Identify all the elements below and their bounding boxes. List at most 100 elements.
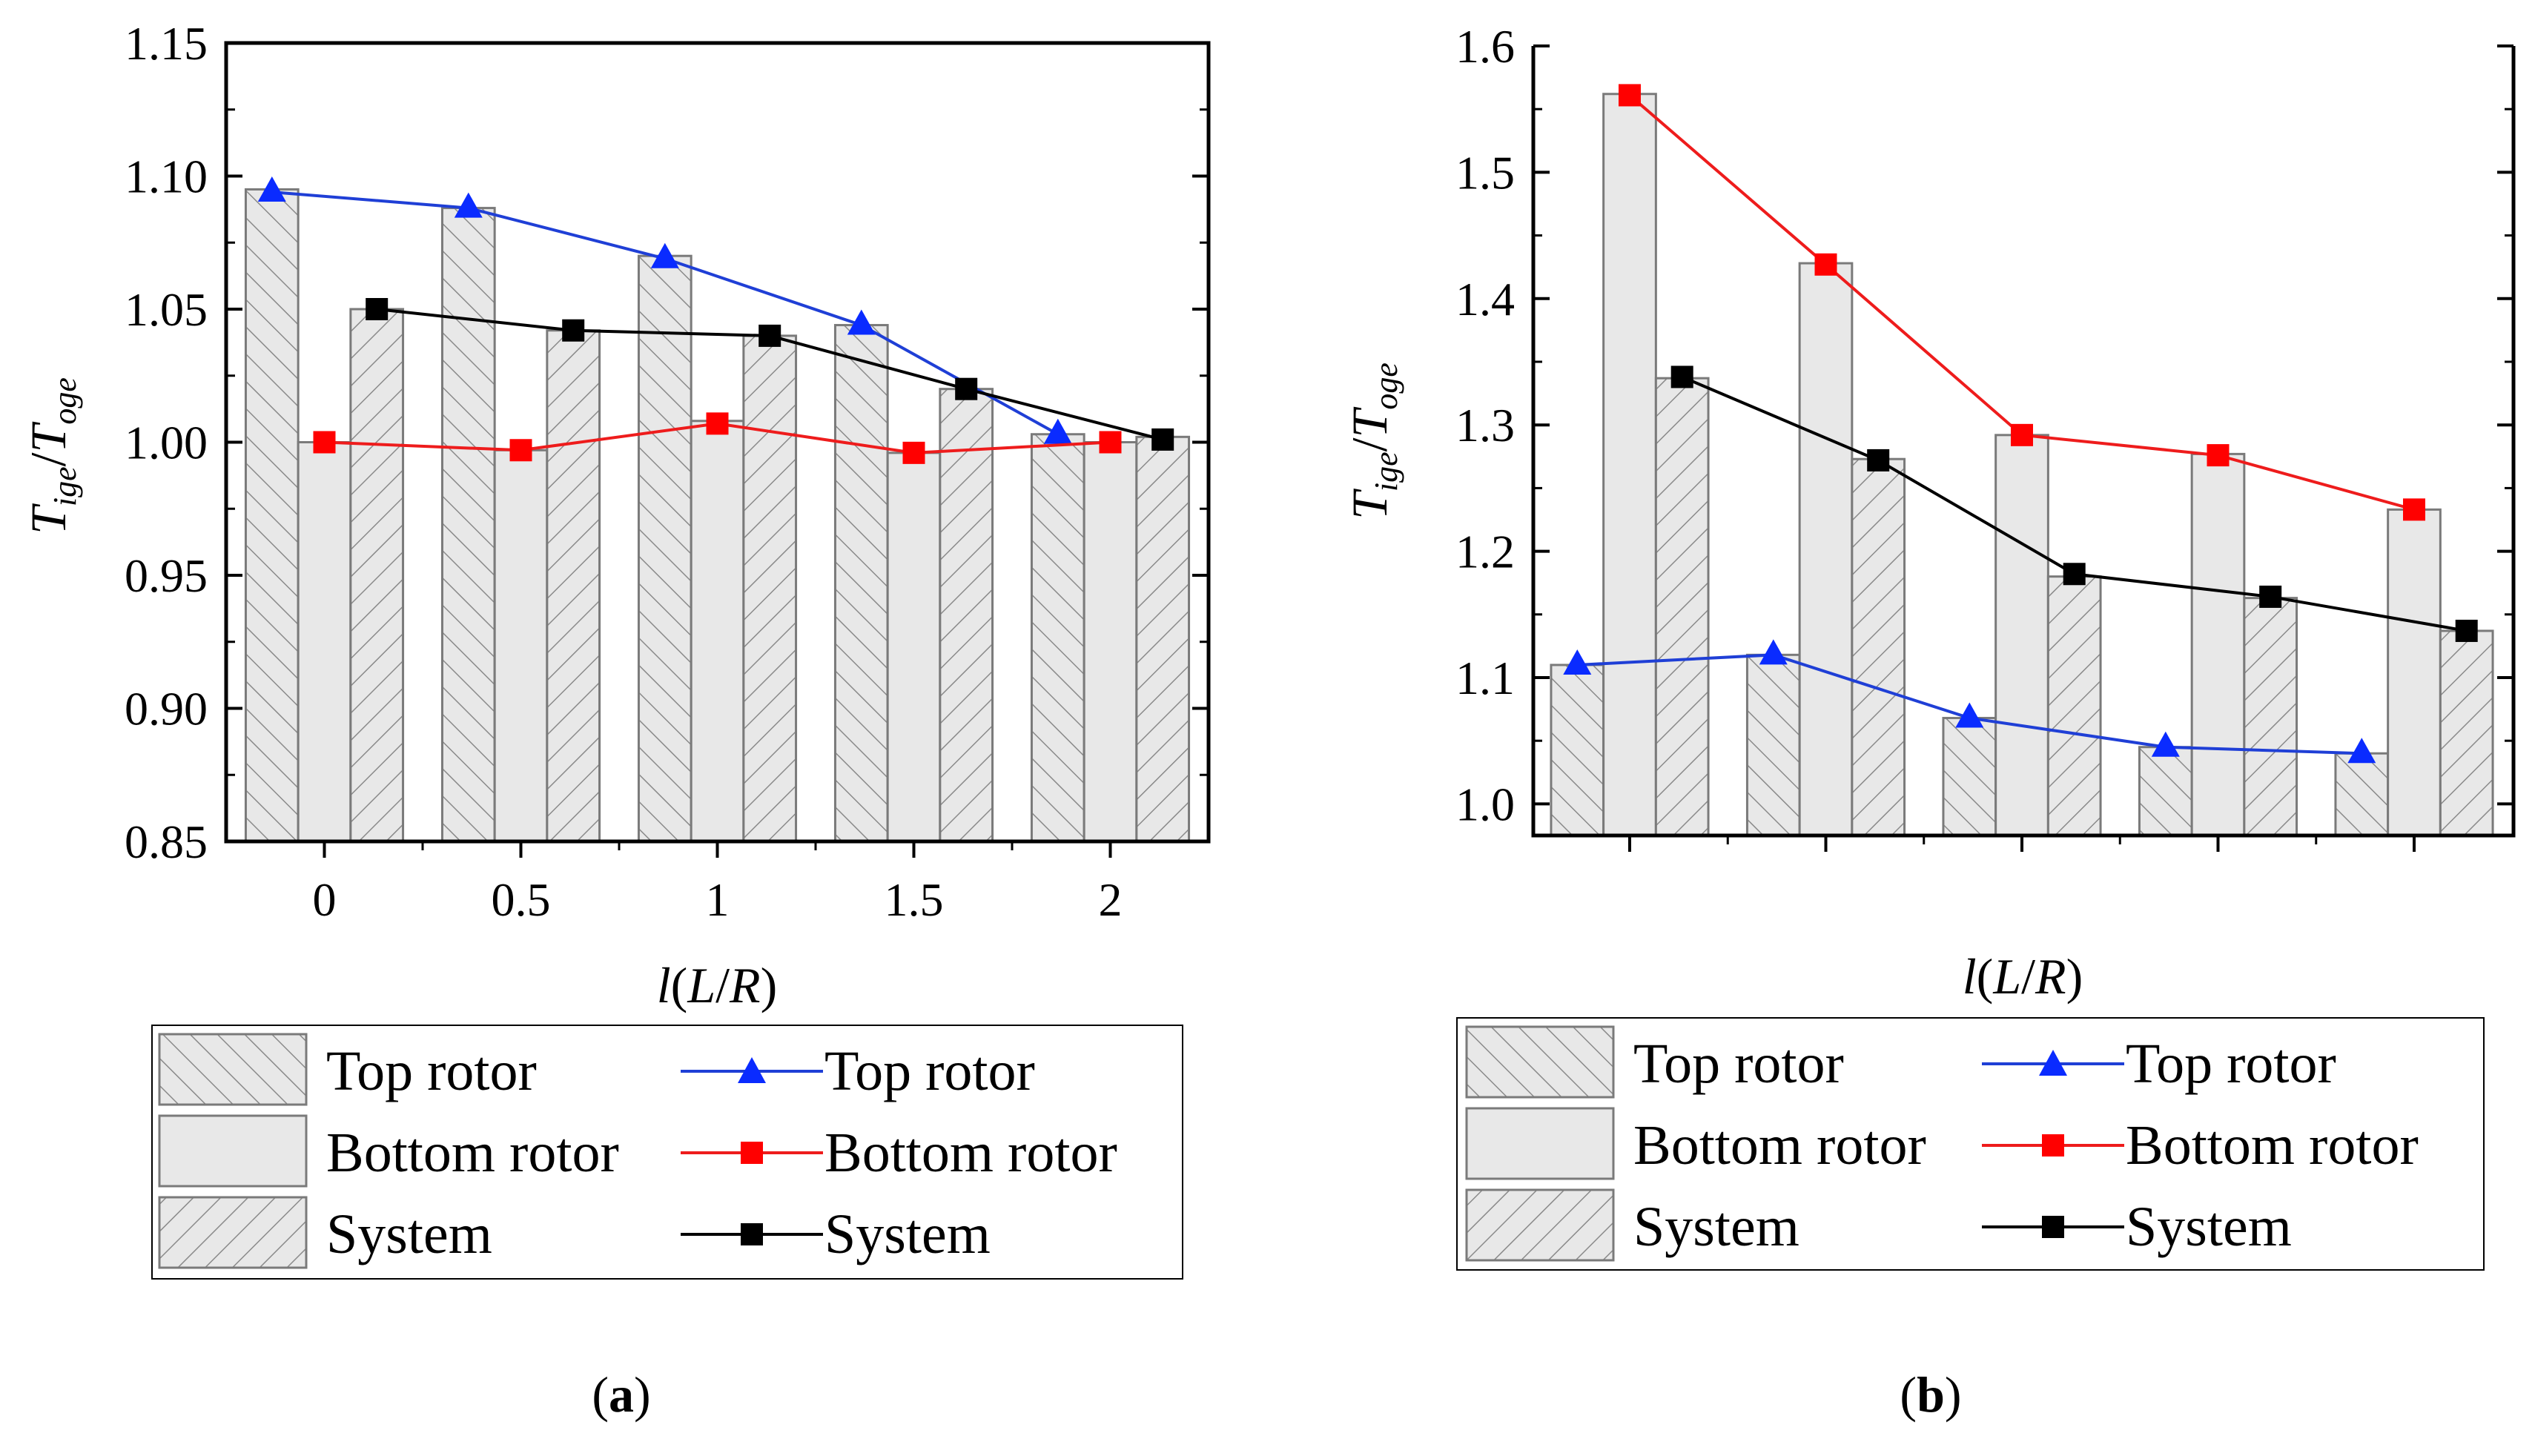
panel-b-legend-frame	[1456, 1017, 2485, 1271]
panel-b-legend-bar-swatch-system	[1465, 1188, 1615, 1262]
a-marker-top-2	[454, 192, 483, 218]
b-marker-bottom-4	[2207, 444, 2230, 467]
panel-b-legend-bar-swatch-top	[1465, 1025, 1615, 1099]
b-marker-top-3	[1955, 702, 1984, 728]
panel-b-legend-marker-bottom	[2042, 1134, 2064, 1156]
b-marker-system-1	[1670, 365, 1693, 388]
b-bar-system-5	[2439, 629, 2494, 837]
b-y-tick-label: 1.2	[1455, 526, 1515, 578]
panel-a-legend: Top rotor Bottom rotor System Top rotor …	[151, 1025, 1183, 1280]
a-x-tick-label: 0.5	[492, 873, 551, 926]
b-y-tick-label: 1.3	[1455, 399, 1515, 451]
panel-a-legend-line-label-system: System	[824, 1203, 991, 1265]
b-marker-top-1	[1563, 649, 1592, 675]
a-marker-top-5	[1043, 418, 1072, 444]
panel-b-legend-line-label-system: System	[2126, 1196, 2292, 1258]
panel-a-legend-bar-label-bottom: Bottom rotor	[326, 1122, 619, 1184]
a-marker-system-2	[562, 319, 585, 342]
b-bar-system-2	[1851, 457, 1906, 837]
panel-a-lines	[257, 176, 1174, 464]
b-bar-top-1	[1550, 664, 1605, 837]
b-marker-top-2	[1759, 639, 1788, 665]
b-marker-bottom-3	[2011, 423, 2033, 446]
a-bar-bottom-2	[493, 449, 549, 843]
b-y-tick-label: 1.4	[1455, 273, 1515, 325]
a-bar-bottom-3	[690, 420, 745, 843]
a-bar-top-3	[637, 254, 693, 843]
panel-a-legend-bar-label-system: System	[326, 1203, 492, 1265]
a-y-tick-label: 0.90	[125, 683, 208, 735]
a-marker-top-1	[257, 176, 286, 202]
a-marker-bottom-1	[313, 431, 336, 454]
a-bar-bottom-5	[1083, 441, 1138, 843]
panel-a-legend-marker-top	[738, 1057, 766, 1083]
b-marker-system-5	[2455, 619, 2478, 642]
panel-b-bars	[1550, 93, 2494, 837]
a-marker-system-4	[955, 377, 978, 400]
panel-b-y-axis-label: Tige/Toge	[1341, 363, 1404, 520]
b-marker-system-4	[2259, 585, 2282, 608]
panel-b-legend-marker-top	[2039, 1050, 2067, 1076]
panel-b-x-axis	[1628, 835, 2416, 852]
panel-a-legend-bar-swatch-bottom	[158, 1114, 308, 1188]
b-bar-system-1	[1654, 377, 1710, 837]
a-bar-system-2	[546, 329, 601, 843]
a-marker-bottom-2	[509, 439, 532, 462]
a-marker-bottom-4	[902, 441, 925, 464]
a-y-tick-label: 1.10	[125, 150, 208, 203]
b-bar-bottom-2	[1798, 262, 1854, 837]
panel-b-caption: (b)	[1900, 1366, 1961, 1423]
a-bar-system-1	[349, 308, 405, 843]
a-bar-top-2	[440, 207, 496, 843]
panel-b-legend-bar-label-bottom: Bottom rotor	[1633, 1114, 1926, 1177]
a-y-tick-label: 1.05	[125, 283, 208, 336]
b-y-tick-label: 1.1	[1455, 652, 1515, 704]
a-y-tick-label: 0.85	[125, 815, 208, 868]
a-bar-top-1	[244, 188, 300, 843]
b-y-tick-label: 1.0	[1455, 778, 1515, 830]
panel-a-legend-line-label-bottom: Bottom rotor	[824, 1122, 1117, 1184]
panel-a-x-axis: 0 0.5 1 1.5 2	[313, 841, 1123, 926]
panel-a-y-axis-label: Tige/Toge	[20, 377, 83, 535]
a-bar-system-3	[742, 334, 798, 843]
b-bar-system-4	[2243, 597, 2298, 837]
a-x-tick-label: 0	[313, 873, 337, 926]
panel-a-legend-bar-label-top: Top rotor	[326, 1040, 537, 1102]
a-y-tick-label: 1.15	[125, 17, 208, 70]
b-y-tick-label: 1.6	[1455, 20, 1515, 73]
panel-b-legend-bar-label-system: System	[1633, 1196, 1799, 1258]
panel-a-y-axis: 0.85 0.90 0.95 1.00 1.05 1.10 1.15	[125, 17, 1209, 868]
b-bar-top-3	[1942, 717, 1997, 837]
a-marker-system-1	[366, 298, 389, 320]
a-bar-system-5	[1135, 435, 1191, 843]
panel-b-legend-line-label-bottom: Bottom rotor	[2126, 1114, 2419, 1177]
b-bar-system-3	[2046, 575, 2102, 837]
panel-a-bars	[244, 188, 1191, 843]
b-marker-system-3	[2063, 563, 2086, 586]
panel-a-legend-line-label-top: Top rotor	[824, 1040, 1035, 1102]
b-bar-bottom-3	[1994, 434, 2049, 837]
a-x-tick-label: 2	[1099, 873, 1123, 926]
panel-a: 0.85 0.90 0.95 1.00 1.05 1.10 1.15 0 0.5 1 1.5 2 T…	[20, 17, 1211, 1423]
a-x-tick-label: 1.5	[885, 873, 944, 926]
a-marker-bottom-3	[706, 412, 729, 435]
a-marker-top-4	[847, 309, 876, 335]
b-marker-bottom-5	[2403, 498, 2425, 521]
b-marker-bottom-2	[1814, 253, 1837, 276]
a-marker-system-5	[1151, 428, 1174, 451]
panel-b-legend-bar-swatch-bottom	[1465, 1107, 1615, 1180]
a-y-tick-label: 1.00	[125, 417, 208, 469]
panel-b-legend-marker-system	[2042, 1216, 2064, 1238]
b-marker-top-4	[2151, 731, 2180, 757]
b-bar-top-5	[2334, 752, 2390, 837]
panel-a-legend-bar-swatch-system	[158, 1196, 308, 1269]
b-bar-top-2	[1745, 653, 1801, 837]
b-y-tick-label: 1.5	[1455, 146, 1515, 199]
b-marker-system-2	[1867, 449, 1890, 471]
panel-a-caption: (a)	[592, 1366, 650, 1423]
a-bar-bottom-1	[297, 441, 352, 843]
panel-b-y-axis: 1.0 1.1 1.2 1.3 1.4 1.5 1.6	[1455, 20, 2513, 830]
a-bar-system-4	[939, 388, 994, 843]
a-bar-bottom-4	[886, 451, 942, 843]
